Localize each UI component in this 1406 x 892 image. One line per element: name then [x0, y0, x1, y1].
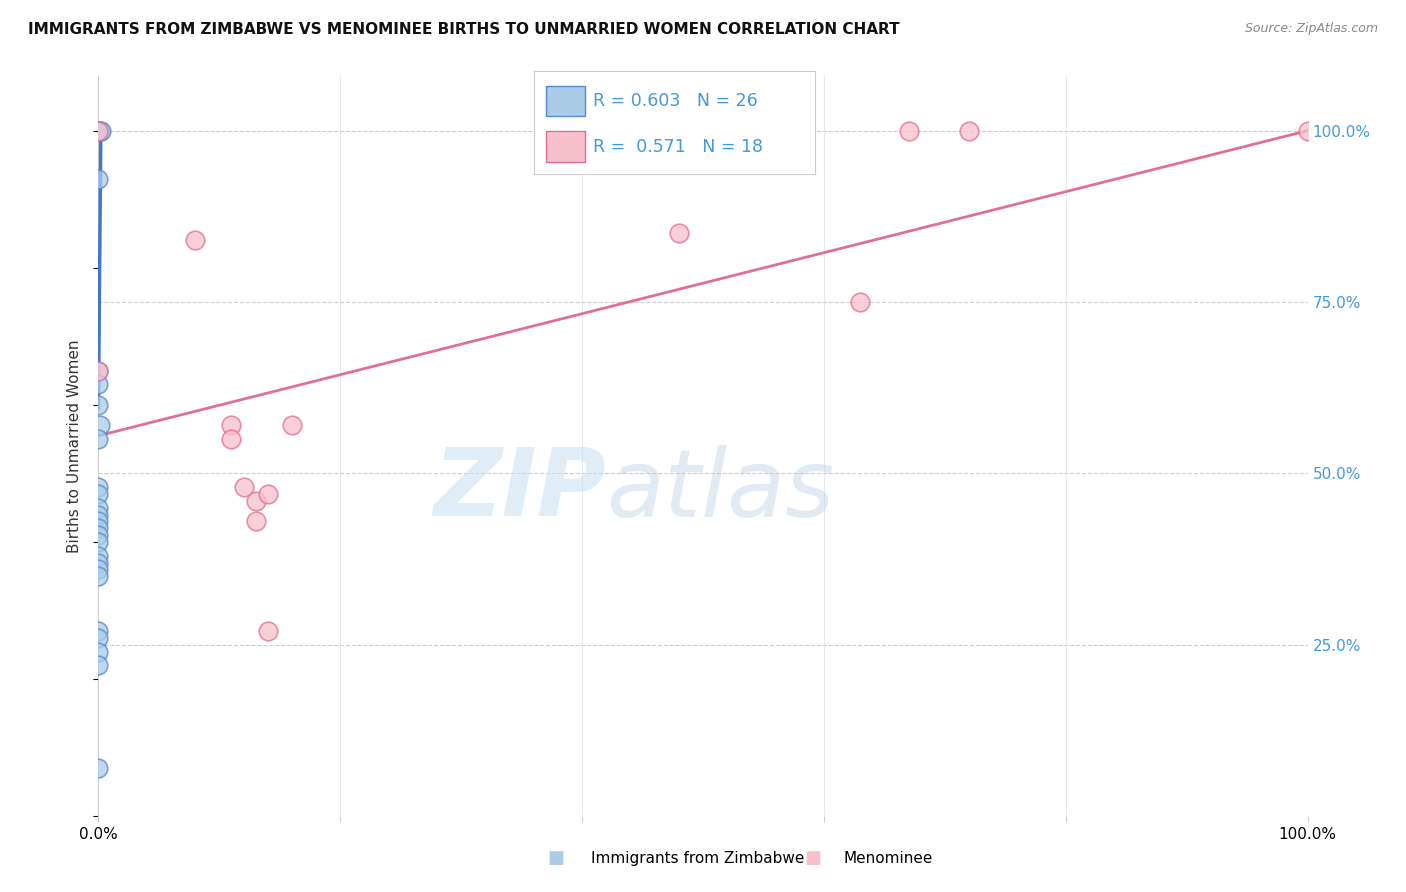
Point [87, 377, 110, 392]
Point [87, 480, 110, 494]
Point [87, 569, 110, 583]
Point [221, 432, 243, 446]
Point [849, 295, 872, 310]
Point [87, 624, 110, 639]
Text: ZIP: ZIP [433, 444, 606, 536]
Point [87, 658, 110, 673]
Point [87, 432, 110, 446]
Point [87, 549, 110, 563]
Text: atlas: atlas [606, 445, 835, 536]
Point [87, 761, 110, 775]
Point [595, 123, 617, 137]
Y-axis label: Births to Unmarried Women: Births to Unmarried Women [67, 339, 83, 553]
Text: Source: ZipAtlas.com: Source: ZipAtlas.com [1244, 22, 1378, 36]
Point [89, 123, 111, 137]
Text: R = 0.603   N = 26: R = 0.603 N = 26 [593, 92, 758, 110]
Point [232, 480, 254, 494]
Point [87, 631, 110, 645]
Point [281, 418, 304, 433]
Point [87, 500, 110, 515]
Point [184, 233, 207, 247]
Point [87, 562, 110, 576]
Point [87, 123, 110, 137]
Point [87, 528, 110, 542]
Point [87, 535, 110, 549]
Point [1296, 123, 1319, 137]
Text: ■: ■ [547, 849, 564, 867]
Point [897, 123, 920, 137]
Point [221, 418, 243, 433]
FancyBboxPatch shape [546, 86, 585, 117]
Point [87, 521, 110, 535]
Point [89, 418, 111, 433]
Text: Immigrants from Zimbabwe: Immigrants from Zimbabwe [591, 851, 804, 865]
Point [87, 556, 110, 570]
Point [87, 363, 110, 377]
Point [87, 171, 110, 186]
Text: R =  0.571   N = 18: R = 0.571 N = 18 [593, 138, 763, 156]
Point [752, 123, 775, 137]
Point [87, 123, 110, 137]
Text: ■: ■ [804, 849, 821, 867]
Point [245, 493, 267, 508]
Point [957, 123, 980, 137]
Point [87, 508, 110, 522]
Text: IMMIGRANTS FROM ZIMBABWE VS MENOMINEE BIRTHS TO UNMARRIED WOMEN CORRELATION CHAR: IMMIGRANTS FROM ZIMBABWE VS MENOMINEE BI… [28, 22, 900, 37]
Text: Menominee: Menominee [844, 851, 934, 865]
Point [668, 227, 690, 241]
Point [245, 515, 267, 529]
Point [87, 645, 110, 659]
Point [90, 123, 112, 137]
Point [256, 624, 278, 639]
Point [87, 363, 110, 377]
Point [87, 515, 110, 529]
Point [87, 487, 110, 501]
Point [87, 398, 110, 412]
FancyBboxPatch shape [546, 131, 585, 161]
Point [256, 487, 278, 501]
